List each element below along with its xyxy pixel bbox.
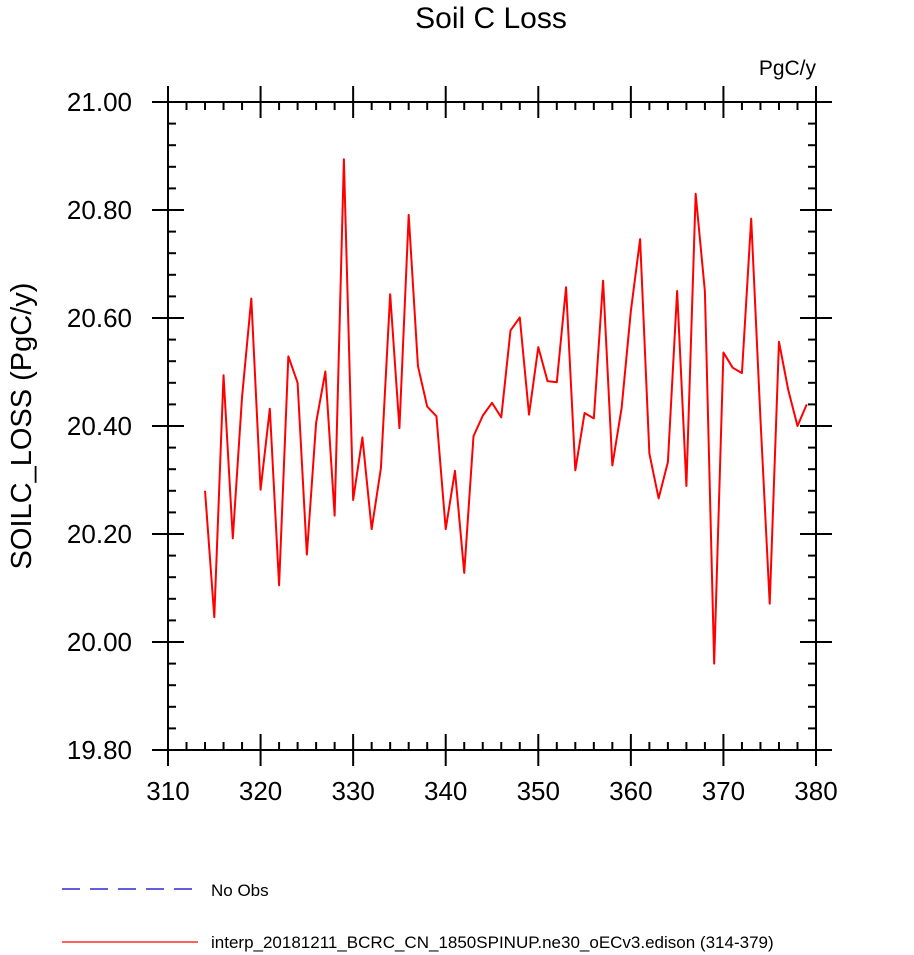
x-tick-label: 360 (609, 776, 652, 806)
y-tick-label: 20.40 (67, 411, 132, 441)
legend: No Obs interp_20181211_BCRC_CN_1850SPINU… (62, 881, 774, 952)
x-tick-label: 320 (239, 776, 282, 806)
x-tick-label: 350 (517, 776, 560, 806)
y-tick-label: 20.60 (67, 303, 132, 333)
y-tick-label: 21.00 (67, 87, 132, 117)
x-tick-label: 310 (146, 776, 189, 806)
y-tick-label: 20.20 (67, 519, 132, 549)
legend-label-model: interp_20181211_BCRC_CN_1850SPINUP.ne30_… (211, 933, 774, 952)
y-tick-label: 20.80 (67, 195, 132, 225)
x-tick-label: 380 (794, 776, 837, 806)
units-label: PgC/y (759, 57, 817, 80)
y-tick-label: 20.00 (67, 627, 132, 657)
axis-ticks (152, 86, 832, 766)
x-tick-label: 330 (331, 776, 374, 806)
y-axis-label: SOILC_LOSS (PgC/y) (6, 283, 38, 570)
chart-title: Soil C Loss (415, 2, 567, 35)
tick-labels: 310 320 330 340 350 360 370 380 19.80 20.00 20.20 2… (67, 87, 838, 806)
y-tick-label: 19.80 (67, 735, 132, 765)
plot-frame (167, 101, 817, 751)
legend-label-no-obs: No Obs (211, 881, 269, 900)
series-line-1 (204, 158, 808, 665)
series-layer (204, 158, 808, 665)
x-tick-label: 340 (424, 776, 467, 806)
x-tick-label: 370 (702, 776, 745, 806)
